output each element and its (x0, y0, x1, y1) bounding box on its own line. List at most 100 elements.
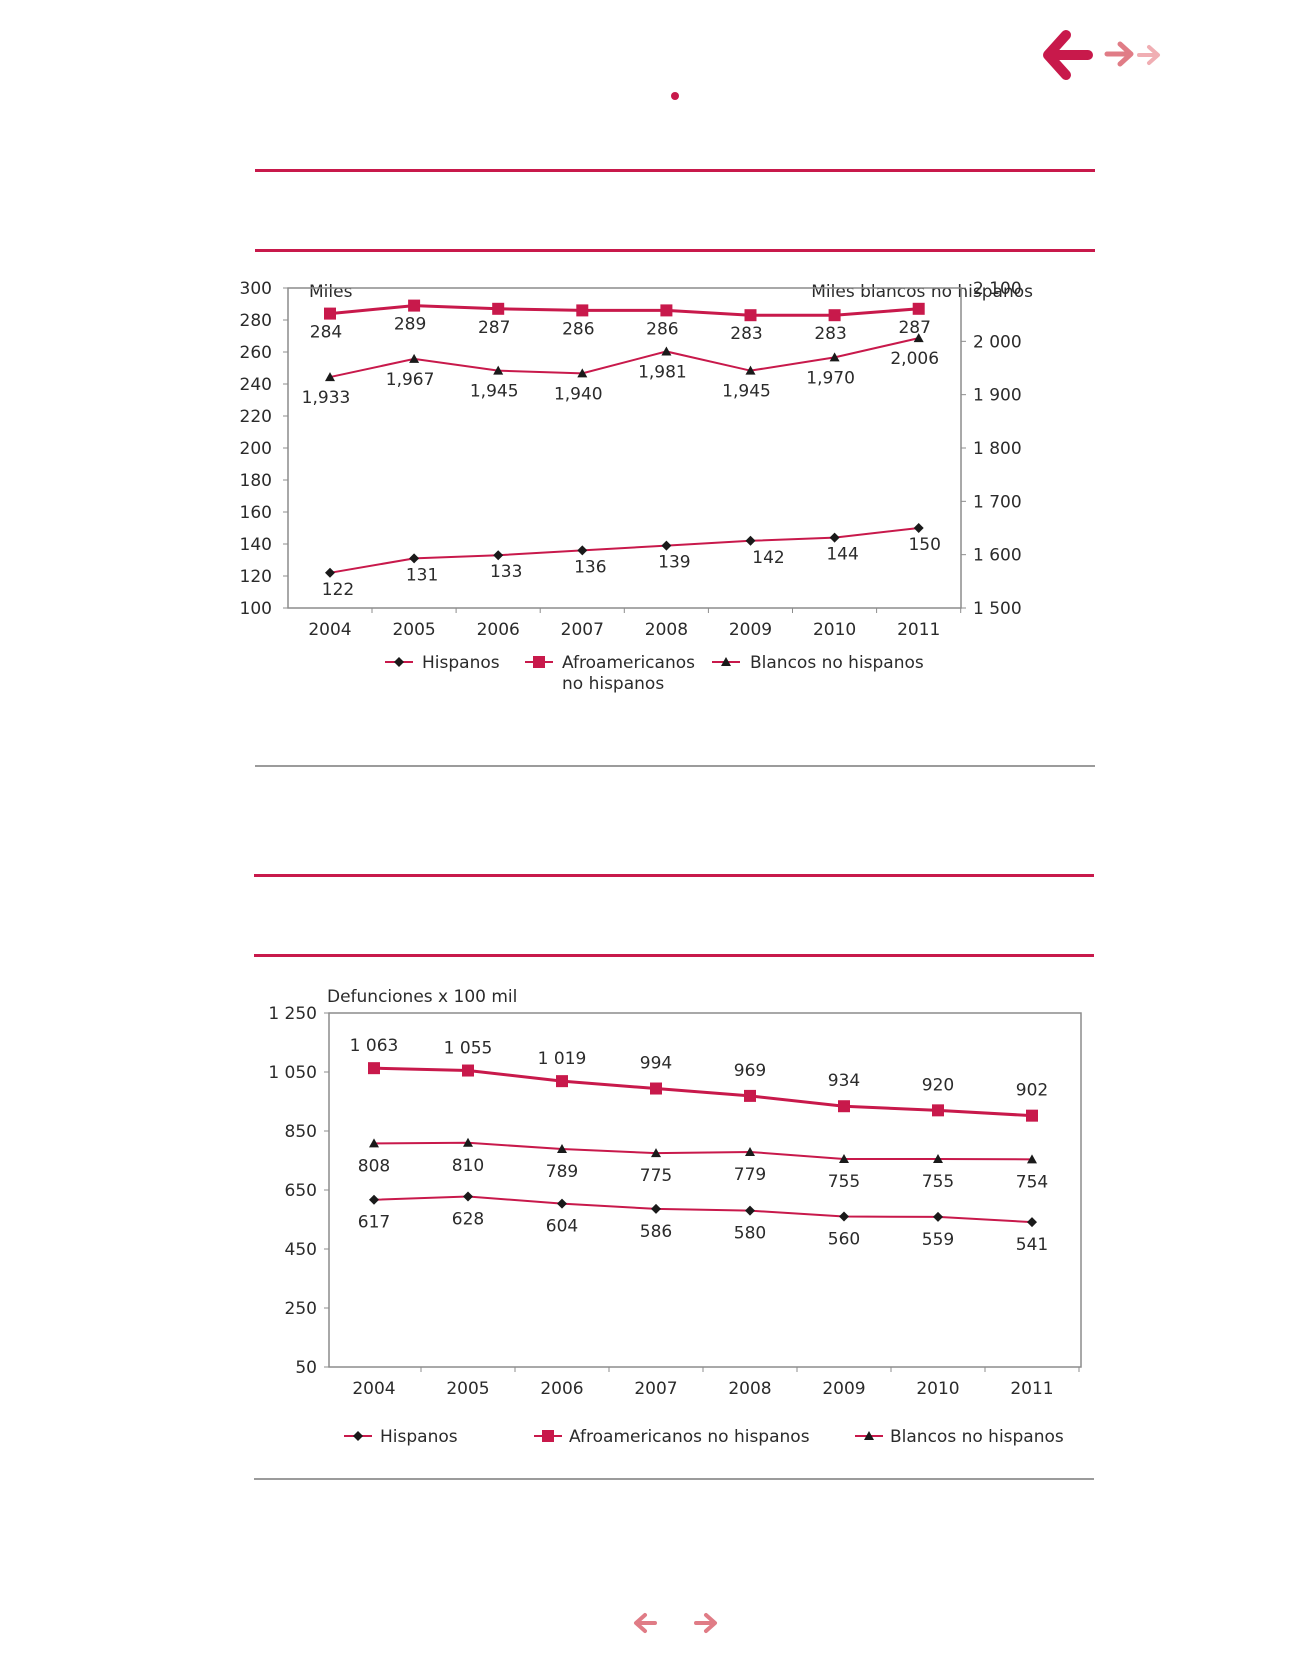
chart1-data-label: 287 (898, 318, 930, 338)
chart2-xtick-label: 2009 (822, 1379, 865, 1399)
chart2-data-label: 1 055 (444, 1039, 493, 1059)
chart2-point (557, 1143, 567, 1153)
chart2-xtick-label: 2011 (1010, 1379, 1053, 1399)
chart1-ytick-label: 160 (240, 503, 272, 523)
chart1-data-label: 284 (310, 323, 342, 343)
chart1-point (577, 368, 588, 378)
chart1-xtick-label: 2005 (392, 620, 435, 640)
chart1-data-label: 142 (752, 548, 784, 568)
chart1-point (829, 352, 840, 362)
chart1-ytick-label: 180 (240, 471, 272, 491)
chart1-data-label: 1,945 (722, 382, 771, 402)
chart2-data-label: 779 (734, 1165, 766, 1185)
chart1-xtick-label: 2011 (897, 620, 940, 640)
chart1-xtick-label: 2010 (813, 620, 856, 640)
chart1-data-label: 286 (562, 319, 594, 339)
chart1-point (409, 353, 420, 363)
chart1-y2tick-label: 1 500 (973, 599, 1022, 619)
section-rule-top (255, 169, 1095, 172)
forward-arrow-icon[interactable] (1104, 38, 1136, 74)
chart2-point (556, 1075, 568, 1088)
chart1-point (828, 309, 841, 322)
prev-page-arrow-icon[interactable] (632, 1610, 658, 1640)
chart1-point (493, 365, 504, 375)
chart2-point (744, 1089, 756, 1102)
chart2-data-label: 604 (546, 1217, 578, 1237)
chart1-point (829, 532, 840, 543)
chart2-legend-label: Blancos no hispanos (890, 1427, 1064, 1447)
chart2-point (463, 1191, 473, 1202)
chart2-point (651, 1148, 661, 1158)
chart1-data-label: 139 (658, 553, 690, 573)
chart2-ytick-label: 1 250 (268, 1004, 317, 1024)
chart2-data-label: 775 (640, 1166, 672, 1186)
chart1-point (493, 550, 504, 561)
chart2-point (933, 1211, 943, 1222)
chart2-series-line (373, 1141, 1033, 1161)
chart2-point (369, 1194, 379, 1205)
chart1-data-label: 1,945 (470, 382, 519, 402)
chart2-data-label: 755 (922, 1172, 954, 1192)
chart2-point (838, 1100, 850, 1113)
chart2-xtick-label: 2006 (540, 1379, 583, 1399)
chart2-point (745, 1205, 755, 1216)
chart1-data-label: 283 (730, 324, 762, 344)
chart1-data-label: 131 (406, 565, 438, 585)
chart1-data-label: 2,006 (890, 349, 939, 369)
chart1-ytick-label: 240 (240, 375, 272, 395)
chart1-legend-label: Blancos no hispanos (750, 653, 924, 673)
chart1-ytick-label: 260 (240, 343, 272, 363)
chart1-y2tick-label: 1 900 (973, 386, 1022, 406)
chart2-data-label: 617 (358, 1213, 390, 1233)
chart2-xtick-label: 2010 (916, 1379, 959, 1399)
chart2-point (839, 1154, 849, 1164)
next-page-arrow-icon[interactable] (693, 1610, 719, 1640)
chart2-data-label: 808 (358, 1156, 390, 1176)
chart1-series-line (329, 337, 919, 379)
chart2-ytick-label: 1 050 (268, 1063, 317, 1083)
chart1-point (324, 307, 336, 320)
chart1-data-label: 150 (908, 535, 940, 555)
chart1-ytick-label: 220 (240, 407, 272, 427)
chart1-point (745, 365, 756, 375)
chart1-y2tick-label: 1 700 (973, 492, 1022, 512)
chart1-y2tick-label: 1 800 (973, 439, 1022, 459)
chart2-series-line (373, 1195, 1033, 1224)
chart-1: Miles Miles blancos no hispanos 300 280 26… (240, 279, 1033, 694)
chart2-point (650, 1082, 662, 1095)
chart1-point (913, 333, 924, 343)
forward-arrow-light-icon[interactable] (1136, 42, 1162, 72)
chart2-ytick-label: 850 (285, 1122, 317, 1142)
chart2-point (368, 1062, 380, 1075)
chart2-data-label: 934 (828, 1071, 860, 1091)
back-arrow-icon[interactable] (1040, 28, 1096, 88)
chart1-legend-marker (721, 657, 731, 666)
chart2-data-label: 810 (452, 1156, 484, 1176)
chart1-xtick-label: 2004 (308, 620, 351, 640)
chart2-data-label: 559 (922, 1230, 954, 1250)
chart2-legend-marker (353, 1431, 363, 1441)
chart2-series-line (373, 1066, 1033, 1118)
chart1-legend-marker (394, 657, 404, 667)
chart1-bottom-rule (255, 765, 1095, 767)
chart2-xtick-label: 2008 (728, 1379, 771, 1399)
chart1-point (325, 567, 335, 578)
chart1-ytick-label: 300 (240, 279, 272, 299)
chart2-point (745, 1146, 755, 1156)
chart1-data-label: 1,933 (302, 388, 351, 408)
chart1-ytick-label: 140 (240, 535, 272, 555)
chart2-point (1027, 1217, 1037, 1228)
chart1-data-label: 283 (814, 324, 846, 344)
chart2-ylabel: Defunciones x 100 mil (327, 987, 517, 1007)
section-rule-header (255, 249, 1095, 252)
chart2-plot-frame (328, 1012, 1082, 1368)
chart2-data-label: 586 (640, 1222, 672, 1242)
chart2-ytick-label: 50 (295, 1358, 317, 1378)
chart1-ytick-label: 200 (240, 439, 272, 459)
chart2-legend-marker (864, 1431, 874, 1440)
chart1-data-label: 133 (490, 562, 522, 582)
chart1-data-label: 286 (646, 319, 678, 339)
chart2-bottom-rule (254, 1478, 1094, 1480)
chart1-plot-frame (287, 287, 962, 609)
chart1-ylabel: Miles (309, 282, 353, 302)
